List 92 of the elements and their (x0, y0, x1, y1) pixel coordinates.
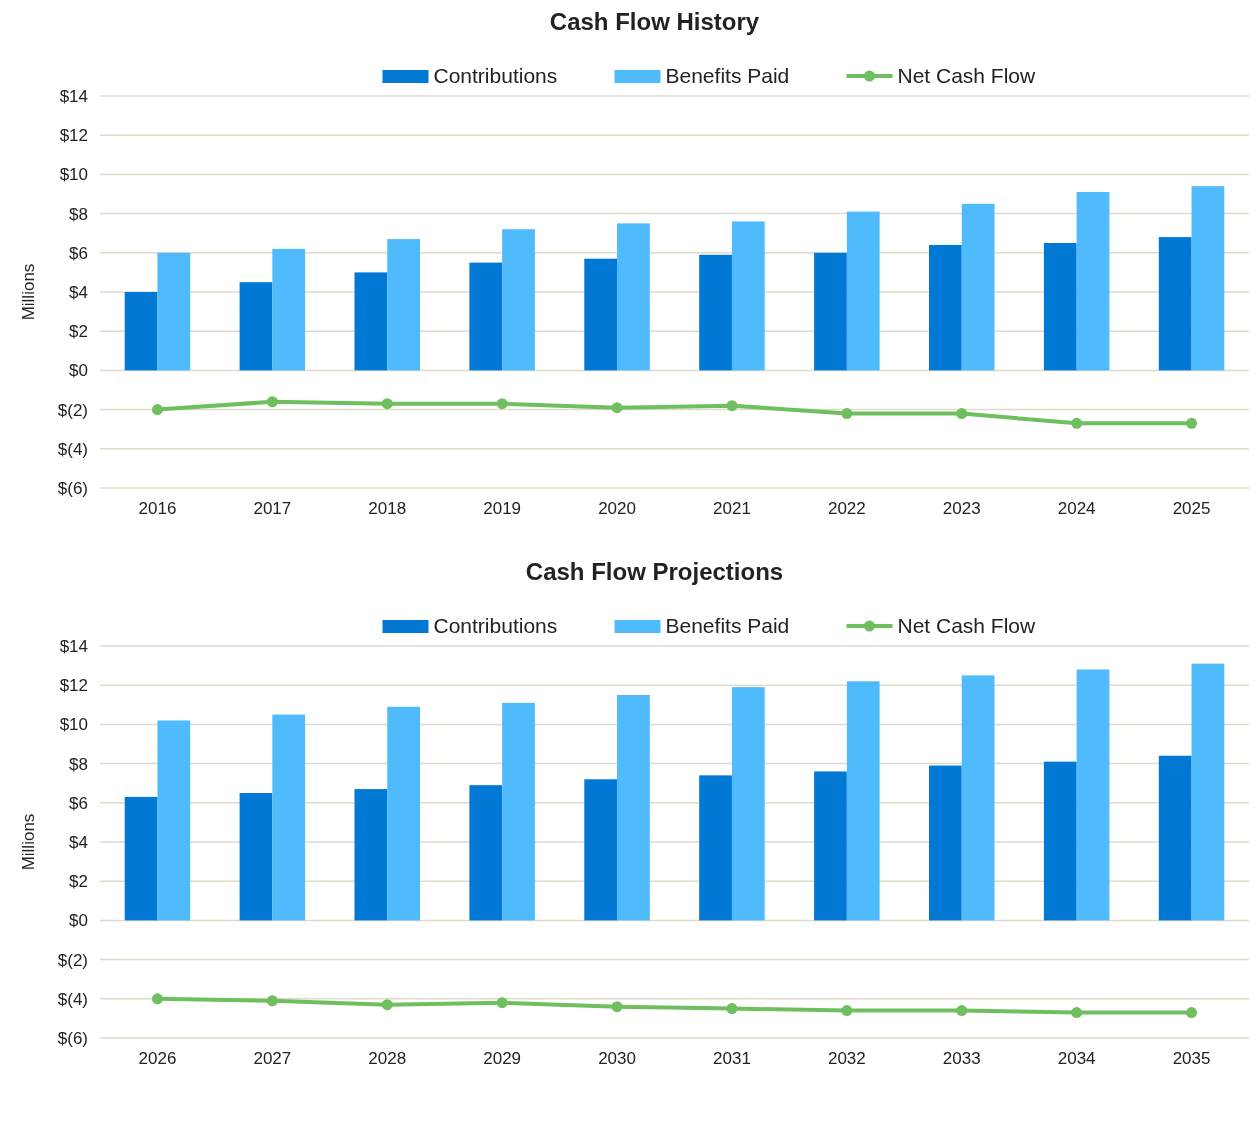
x-tick-label: 2031 (713, 1049, 751, 1068)
y-axis-title: Millions (19, 813, 38, 871)
x-tick-label: 2019 (483, 499, 522, 518)
x-tick-label: 2025 (1172, 499, 1211, 518)
bar (1158, 237, 1192, 371)
y-tick-label: $(4) (57, 989, 88, 1009)
bar (1191, 186, 1225, 371)
y-tick-label: $14 (59, 636, 88, 656)
y-tick-label: $4 (69, 832, 88, 852)
bar (929, 244, 962, 371)
x-tick-label: 2016 (138, 499, 177, 518)
x-tick-label: 2030 (598, 1049, 636, 1068)
y-tick-label: $4 (69, 282, 88, 302)
y-tick-label: $10 (59, 715, 88, 735)
x-tick-label: 2032 (827, 1049, 866, 1068)
x-tick-label: 2028 (368, 1049, 407, 1068)
bar (387, 239, 420, 371)
x-tick-label: 2026 (138, 1049, 177, 1068)
bar (961, 203, 995, 371)
x-tick-label: 2022 (827, 499, 866, 518)
bar (469, 262, 503, 371)
bar (354, 272, 388, 371)
bar (584, 779, 618, 921)
bar (699, 775, 732, 921)
bar (929, 765, 962, 921)
y-axis-title: Millions (19, 263, 38, 321)
bar (1076, 192, 1110, 371)
y-tick-label: $14 (59, 86, 88, 106)
legend-label: Net Cash Flow (897, 64, 1037, 88)
y-tick-label: $6 (69, 243, 88, 263)
y-tick-label: $0 (69, 361, 88, 381)
bar (502, 229, 535, 371)
y-tick-label: $12 (59, 126, 88, 146)
bar (502, 702, 535, 921)
y-tick-label: $6 (69, 793, 88, 813)
bar (157, 252, 191, 371)
x-tick-label: 2029 (483, 1049, 522, 1068)
legend-label: Contributions (433, 64, 558, 88)
bar (157, 720, 191, 921)
bar (814, 771, 847, 921)
x-tick-label: 2023 (942, 499, 981, 518)
bar (1043, 761, 1077, 921)
bar (584, 258, 618, 371)
y-tick-label: $(2) (57, 950, 88, 970)
bar (1191, 663, 1225, 921)
y-tick-label: $2 (69, 322, 88, 342)
legend-label: Contributions (433, 614, 558, 638)
y-tick-label: $(2) (57, 400, 88, 420)
bar (272, 248, 306, 371)
legend-label: Benefits Paid (665, 64, 790, 88)
bar (617, 223, 650, 371)
x-tick-label: 2027 (253, 1049, 292, 1068)
y-tick-label: $(6) (57, 478, 88, 498)
chart-title: Cash Flow Projections (525, 558, 784, 585)
x-tick-label: 2035 (1172, 1049, 1211, 1068)
y-tick-label: $12 (59, 676, 88, 696)
y-tick-label: $(6) (57, 1028, 88, 1048)
x-tick-label: 2020 (598, 499, 636, 518)
y-tick-label: $10 (59, 165, 88, 185)
x-tick-label: 2024 (1057, 499, 1096, 518)
x-tick-label: 2018 (368, 499, 407, 518)
bar (124, 796, 158, 921)
bar (814, 252, 847, 371)
bar (239, 793, 273, 921)
y-tick-label: $8 (69, 204, 88, 224)
bar (731, 221, 765, 371)
bar (617, 695, 650, 921)
bar (731, 687, 765, 921)
legend-label: Benefits Paid (665, 614, 790, 638)
bar (961, 675, 995, 921)
bar (124, 292, 158, 371)
bar (272, 714, 306, 921)
bar (1043, 243, 1077, 371)
x-tick-label: 2034 (1057, 1049, 1096, 1068)
bar (1158, 755, 1192, 921)
bar (354, 789, 388, 921)
y-tick-label: $0 (69, 911, 88, 931)
y-tick-label: $2 (69, 872, 88, 892)
bar (846, 211, 880, 371)
bar (469, 785, 503, 921)
bar (1076, 669, 1110, 921)
y-tick-label: $(4) (57, 439, 88, 459)
chart-title: Cash Flow History (549, 8, 760, 35)
x-tick-label: 2017 (253, 499, 292, 518)
bar (239, 282, 273, 371)
y-tick-label: $8 (69, 754, 88, 774)
bar (387, 706, 420, 921)
legend-label: Net Cash Flow (897, 614, 1037, 638)
bar (699, 254, 732, 371)
bar (846, 681, 880, 921)
x-tick-label: 2033 (942, 1049, 981, 1068)
x-tick-label: 2021 (713, 499, 751, 518)
